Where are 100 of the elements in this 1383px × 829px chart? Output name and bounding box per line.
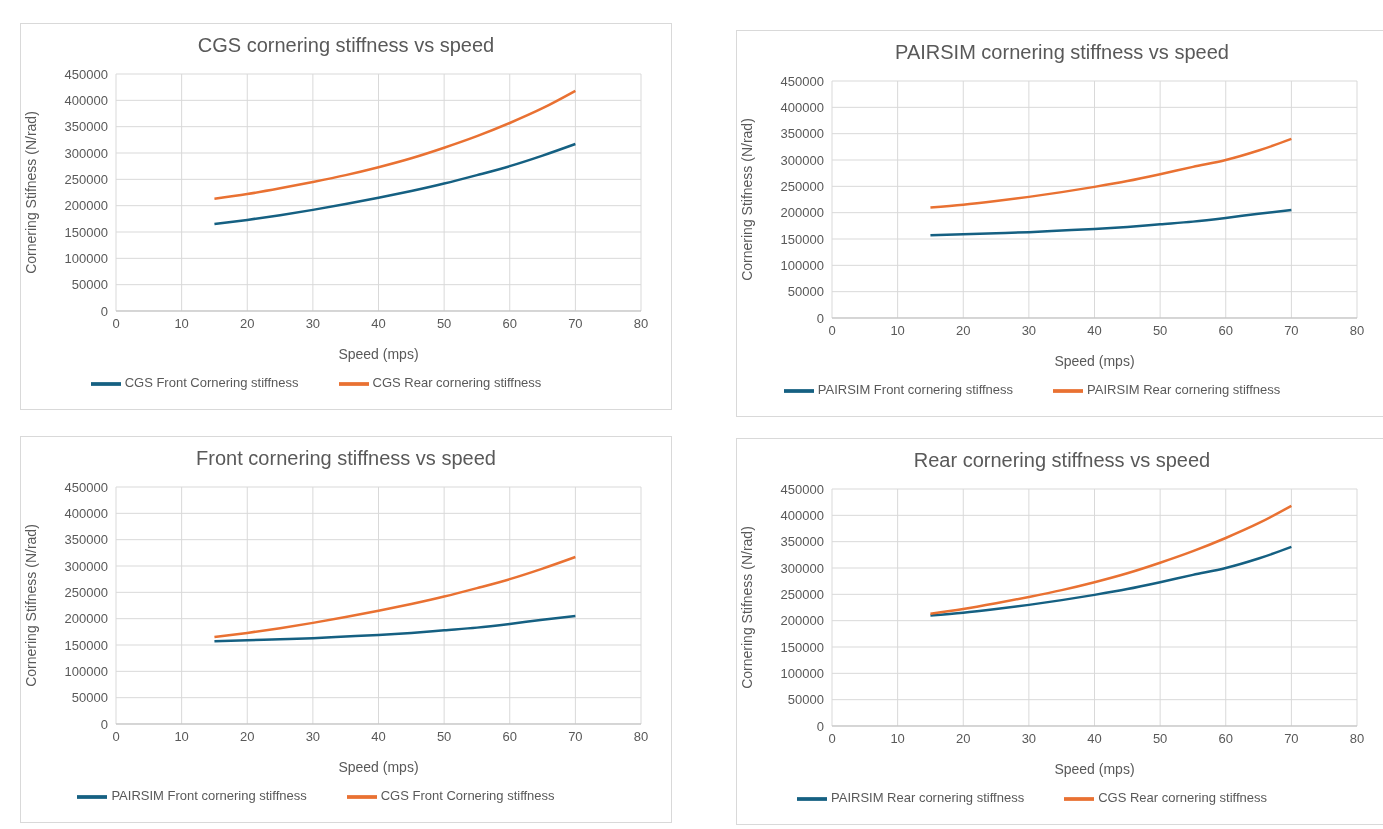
x-tick-label: 80 — [633, 729, 649, 745]
line-series — [213, 614, 577, 643]
x-tick-label: 70 — [568, 316, 583, 332]
x-axis-title: Speed (mps) — [338, 346, 419, 362]
y-axis-title: Cornering Stifness (N/rad) — [22, 524, 39, 687]
x-tick-label: 0 — [828, 731, 836, 747]
y-tick-label: 400000 — [64, 92, 108, 108]
x-tick-label: 10 — [890, 731, 905, 747]
y-tick-label: 0 — [816, 718, 824, 734]
y-tick-label: 300000 — [780, 560, 824, 576]
y-tick-label: 300000 — [780, 152, 824, 168]
y-tick-label: 250000 — [780, 586, 824, 602]
x-tick-label: 50 — [436, 729, 452, 745]
y-tick-label: 200000 — [64, 611, 108, 627]
x-tick-label: 0 — [112, 316, 120, 332]
y-tick-label: 100000 — [64, 663, 108, 679]
y-tick-label: 400000 — [64, 505, 108, 521]
y-axis-title: Cornering Stifness (N/rad) — [22, 111, 39, 274]
y-tick-label: 150000 — [64, 224, 108, 240]
x-tick-label: 20 — [240, 729, 255, 745]
x-axis-title: Speed (mps) — [1054, 353, 1135, 369]
y-tick-label: 50000 — [787, 692, 824, 708]
x-tick-label: 30 — [305, 729, 321, 745]
y-tick-label: 50000 — [71, 690, 108, 706]
x-tick-label: 80 — [1349, 323, 1365, 339]
x-tick-label: 20 — [240, 316, 255, 332]
line-series — [929, 545, 1293, 617]
chart-title: Rear cornering stiffness vs speed — [912, 449, 1212, 473]
x-axis-title: Speed (mps) — [338, 759, 419, 775]
x-tick-label: 80 — [633, 316, 649, 332]
line-series — [213, 89, 577, 201]
legend-label: CGS Front Cornering stiffness — [124, 375, 299, 391]
y-tick-label: 400000 — [780, 99, 824, 115]
y-tick-label: 450000 — [64, 479, 108, 495]
y-tick-label: 50000 — [787, 284, 824, 300]
x-tick-label: 20 — [956, 731, 971, 747]
y-tick-label: 0 — [100, 716, 108, 732]
x-tick-label: 60 — [502, 729, 517, 745]
x-tick-label: 40 — [371, 316, 386, 332]
legend-label: CGS Rear cornering stiffness — [1098, 790, 1267, 806]
y-tick-label: 400000 — [780, 507, 824, 523]
y-tick-label: 450000 — [780, 73, 824, 89]
y-tick-label: 450000 — [780, 481, 824, 497]
x-tick-label: 60 — [502, 316, 517, 332]
x-tick-label: 0 — [828, 323, 836, 339]
line-series — [213, 142, 577, 226]
chart-title: CGS cornering stiffness vs speed — [196, 34, 496, 58]
y-tick-label: 250000 — [64, 584, 108, 600]
legend-label: CGS Rear cornering stiffness — [372, 375, 542, 391]
line-series — [929, 137, 1293, 209]
x-tick-label: 0 — [112, 729, 120, 745]
x-tick-label: 60 — [1218, 731, 1233, 747]
x-tick-label: 30 — [1021, 731, 1037, 747]
x-tick-label: 10 — [174, 316, 189, 332]
x-tick-label: 30 — [305, 316, 321, 332]
legend-label: CGS Front Cornering stiffness — [380, 788, 555, 804]
y-tick-label: 350000 — [780, 126, 824, 142]
y-tick-label: 250000 — [780, 178, 824, 194]
legend-label: PAIRSIM Front cornering stiffness — [817, 382, 1014, 398]
x-tick-label: 30 — [1021, 323, 1037, 339]
x-tick-label: 50 — [436, 316, 452, 332]
x-tick-label: 50 — [1152, 731, 1168, 747]
y-tick-label: 350000 — [64, 119, 108, 135]
y-axis-title: Cornering Stifness (N/rad) — [738, 118, 755, 281]
x-tick-label: 10 — [174, 729, 189, 745]
y-tick-label: 100000 — [64, 250, 108, 266]
y-tick-label: 250000 — [64, 171, 108, 187]
chart-title: Front cornering stiffness vs speed — [195, 447, 497, 471]
x-tick-label: 10 — [890, 323, 905, 339]
legend-label: PAIRSIM Front cornering stiffness — [111, 788, 307, 804]
x-tick-label: 50 — [1152, 323, 1168, 339]
y-tick-label: 450000 — [64, 66, 108, 82]
x-tick-label: 40 — [371, 729, 386, 745]
line-series — [929, 504, 1293, 616]
y-tick-label: 150000 — [780, 231, 824, 247]
y-tick-label: 50000 — [71, 277, 108, 293]
x-tick-label: 40 — [1087, 323, 1102, 339]
y-tick-label: 100000 — [780, 665, 824, 681]
x-tick-label: 70 — [1284, 323, 1299, 339]
y-tick-label: 0 — [100, 303, 108, 319]
x-tick-label: 60 — [1218, 323, 1233, 339]
line-series — [929, 208, 1293, 237]
y-tick-label: 300000 — [64, 558, 108, 574]
y-tick-label: 200000 — [64, 198, 108, 214]
x-axis-title: Speed (mps) — [1054, 761, 1135, 777]
legend-label: PAIRSIM Rear cornering stiffness — [1087, 382, 1281, 398]
y-tick-label: 300000 — [64, 145, 108, 161]
y-tick-label: 350000 — [64, 532, 108, 548]
x-tick-label: 40 — [1087, 731, 1102, 747]
y-tick-label: 200000 — [780, 205, 824, 221]
x-tick-label: 20 — [956, 323, 971, 339]
y-axis-title: Cornering Stifness (N/rad) — [738, 526, 755, 689]
x-tick-label: 70 — [1284, 731, 1299, 747]
legend-label: PAIRSIM Rear cornering stiffness — [831, 790, 1025, 806]
line-series — [213, 555, 577, 639]
x-tick-label: 70 — [568, 729, 583, 745]
y-tick-label: 200000 — [780, 613, 824, 629]
x-tick-label: 80 — [1349, 731, 1365, 747]
y-tick-label: 350000 — [780, 534, 824, 550]
y-tick-label: 150000 — [64, 637, 108, 653]
